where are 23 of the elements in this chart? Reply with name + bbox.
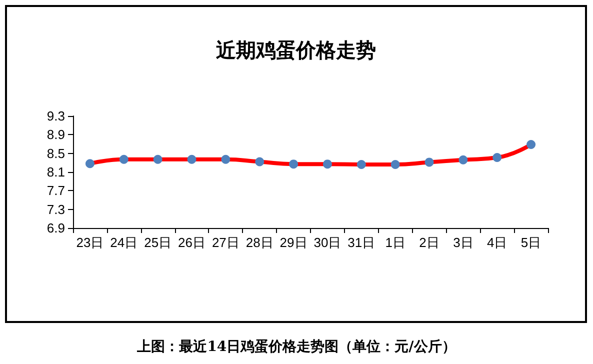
y-tick-label: 7.3 xyxy=(46,202,65,217)
y-tick-label: 8.9 xyxy=(46,127,65,142)
x-tick-label: 4日 xyxy=(486,235,508,250)
x-tick-label: 27日 xyxy=(212,235,240,250)
y-tick-label: 6.9 xyxy=(46,220,65,236)
chart-title: 近期鸡蛋价格走势 xyxy=(215,38,376,62)
y-tick-label: 8.5 xyxy=(46,146,65,161)
x-tick-label: 1日 xyxy=(385,235,406,250)
x-tick-label: 23日 xyxy=(76,235,104,250)
x-tick-label: 5日 xyxy=(520,235,542,250)
x-tick-label: 2日 xyxy=(419,235,440,250)
x-tick-label: 3日 xyxy=(453,235,474,250)
y-tick-label: 9.3 xyxy=(46,108,65,124)
x-tick-label: 31日 xyxy=(348,235,376,250)
y-tick-label: 8.1 xyxy=(46,164,65,180)
x-tick-label: 28日 xyxy=(246,235,274,250)
x-tick-label: 30日 xyxy=(314,235,342,250)
x-tick-label: 24日 xyxy=(110,235,138,250)
x-tick-label: 26日 xyxy=(178,235,206,250)
text: 上图：最近14日鸡蛋价格走势图（单位：元/公斤） xyxy=(136,338,457,356)
x-tick-label: 29日 xyxy=(280,235,308,250)
x-tick-label: 25日 xyxy=(144,235,172,250)
y-tick-label: 7.7 xyxy=(46,183,65,198)
